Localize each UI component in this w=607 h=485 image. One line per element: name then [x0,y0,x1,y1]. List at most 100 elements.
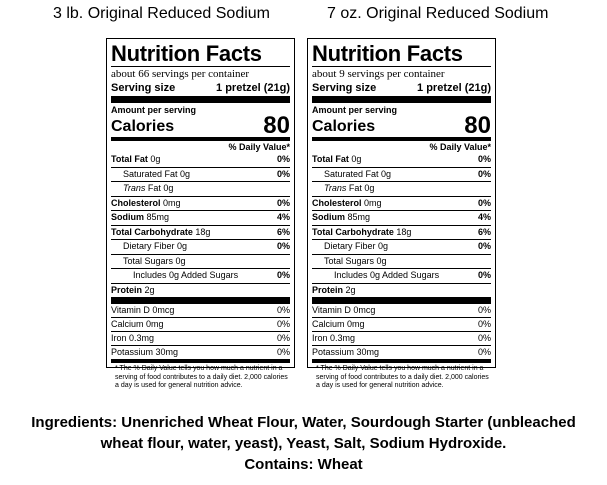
nutrient-daily-value: 4% [477,212,491,222]
nutrient-daily-value: 0% [276,270,290,280]
nutrient-daily-value: 0% [276,197,290,208]
vitamin-daily-value: 0% [477,305,491,315]
nutrient-row: Protein 2g [111,282,290,298]
nutrient-name: Saturated Fat 0g [324,168,392,179]
vitamin-name: Vitamin D 0mcg [312,305,376,315]
daily-value-footnote: * The % Daily Value tells you how much a… [115,365,288,389]
vitamin-row: Calcium 0mg 0% [111,317,290,331]
nutrient-row: Sodium 85mg 4% [312,210,491,225]
vitamin-name: Vitamin D 0mcg [111,305,175,315]
nutrient-name: Includes 0g Added Sugars [334,270,440,280]
nutrient-daily-value: 0% [477,154,491,164]
nutrient-daily-value: 0% [477,241,491,251]
nutrient-name: Saturated Fat 0g [123,168,191,179]
nutrition-facts-title: Nutrition Facts [312,41,463,66]
nutrient-name: Total Fat 0g [312,154,362,164]
vitamin-daily-value: 0% [276,305,290,315]
vitamin-list: Vitamin D 0mcg 0% Calcium 0mg 0% Iron 0.3mg 0… [312,304,491,359]
vitamin-name: Potassium 30mg [111,347,179,357]
nutrient-row: Total Fat 0g 0% [312,153,491,167]
nutrient-row: Dietary Fiber 0g 0% [312,239,491,254]
nutrient-row: Saturated Fat 0g 0% [111,166,290,182]
serving-size-label: Serving size [111,82,176,94]
vitamin-row: Potassium 30mg 0% [312,345,491,359]
nutrient-name: Cholesterol 0mg [111,197,181,208]
nutrient-row: Includes 0g Added Sugars 0% [312,268,491,283]
nutrition-label-left: Nutrition Facts about 66 servings per co… [106,38,295,389]
daily-value-header: % Daily Value* [429,142,491,152]
nutrient-daily-value: 0% [276,154,290,164]
vitamin-row: Iron 0.3mg 0% [111,331,290,345]
nutrient-name: Total Carbohydrate 18g [312,226,412,237]
vitamin-daily-value: 0% [477,319,491,329]
nutrient-name: Protein 2g [111,284,155,295]
calories-row: Calories 80 [312,112,491,139]
vitamin-daily-value: 0% [276,319,290,329]
nutrient-row: Cholesterol 0mg 0% [312,195,491,211]
nutrient-row: Total Fat 0g 0% [111,153,290,167]
daily-value-footnote: * The % Daily Value tells you how much a… [316,365,489,389]
nutrient-daily-value: 6% [276,226,290,237]
serving-size-row: Serving size 1 pretzel (21g) [312,81,491,96]
calories-label: Calories [111,118,175,135]
heading-right: 7 oz. Original Reduced Sodium [327,5,549,22]
vitamin-daily-value: 0% [276,333,290,343]
nutrient-name: Includes 0g Added Sugars [133,270,239,280]
nutrient-row: Cholesterol 0mg 0% [111,195,290,211]
nutrition-facts-title: Nutrition Facts [111,41,262,66]
nutrition-label-right: Nutrition Facts about 9 servings per con… [307,38,496,389]
nutrient-name: Total Sugars 0g [324,255,387,266]
nutrient-name: Total Carbohydrate 18g [111,226,211,237]
calories-label: Calories [312,118,376,135]
nutrient-daily-value: 0% [477,168,491,179]
nutrient-name: Dietary Fiber 0g [123,241,188,251]
nutrient-list: Total Fat 0g 0% Saturated Fat 0g 0% Trans Fa… [312,153,491,297]
vitamin-row: Calcium 0mg 0% [312,317,491,331]
nutrient-row: Total Sugars 0g [312,253,491,269]
vitamin-name: Iron 0.3mg [312,333,356,343]
nutrient-row: Dietary Fiber 0g 0% [111,239,290,254]
nutrient-daily-value: 6% [477,226,491,237]
vitamin-row: Vitamin D 0mcg 0% [312,304,491,317]
nutrient-row: Includes 0g Added Sugars 0% [111,268,290,283]
nutrient-daily-value: 0% [477,270,491,280]
serving-size-value: 1 pretzel (21g) [417,82,491,94]
nutrient-name: Trans Fat 0g [324,183,375,193]
nutrient-row: Trans Fat 0g [111,181,290,196]
nutrient-name: Total Sugars 0g [123,255,186,266]
serving-size-value: 1 pretzel (21g) [216,82,290,94]
vitamin-name: Iron 0.3mg [111,333,155,343]
vitamin-row: Vitamin D 0mcg 0% [111,304,290,317]
ingredients-block: Ingredients: Unenriched Wheat Flour, Wat… [0,412,607,475]
contains-line: Contains: Wheat [244,456,363,473]
amount-per-serving: Amount per serving [111,105,197,115]
vitamin-daily-value: 0% [477,347,491,357]
nutrient-row: Saturated Fat 0g 0% [312,166,491,182]
nutrient-row: Total Sugars 0g [111,253,290,269]
ingredients-line-1: Ingredients: Unenriched Wheat Flour, Wat… [31,414,576,431]
serving-size-row: Serving size 1 pretzel (21g) [111,81,290,96]
nutrient-daily-value: 0% [276,241,290,251]
servings-per-container: about 66 servings per container [111,68,250,80]
vitamin-daily-value: 0% [477,333,491,343]
vitamin-name: Potassium 30mg [312,347,380,357]
nutrient-name: Sodium 85mg [312,212,371,222]
vitamin-row: Potassium 30mg 0% [111,345,290,359]
nutrient-daily-value: 0% [276,168,290,179]
nutrient-row: Sodium 85mg 4% [111,210,290,225]
heading-left: 3 lb. Original Reduced Sodium [53,5,271,22]
nutrient-daily-value: 0% [477,197,491,208]
daily-value-header: % Daily Value* [228,142,290,152]
nutrient-name: Total Fat 0g [111,154,161,164]
nutrient-row: Trans Fat 0g [312,181,491,196]
vitamin-list: Vitamin D 0mcg 0% Calcium 0mg 0% Iron 0.3mg 0… [111,304,290,359]
nutrient-name: Protein 2g [312,284,356,295]
amount-per-serving: Amount per serving [312,105,398,115]
calories-value: 80 [464,112,491,139]
nutrient-list: Total Fat 0g 0% Saturated Fat 0g 0% Trans Fa… [111,153,290,297]
vitamin-row: Iron 0.3mg 0% [312,331,491,345]
nutrient-name: Dietary Fiber 0g [324,241,389,251]
nutrient-name: Cholesterol 0mg [312,197,382,208]
vitamin-daily-value: 0% [276,347,290,357]
nutrient-daily-value: 4% [276,212,290,222]
